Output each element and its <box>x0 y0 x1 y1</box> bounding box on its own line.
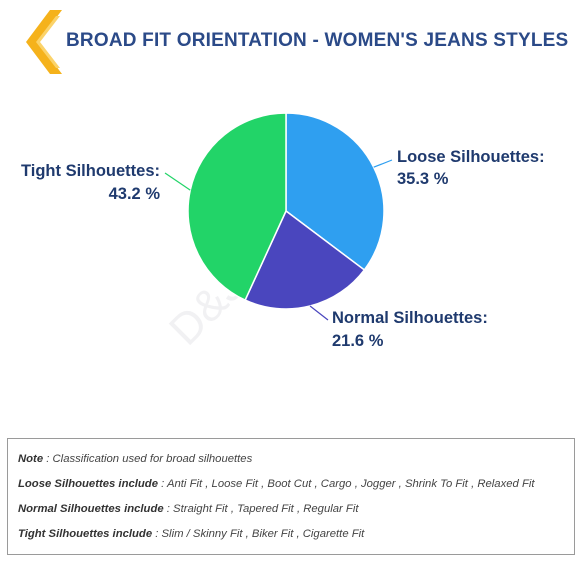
page-title: BROAD FIT ORIENTATION - WOMEN'S JEANS ST… <box>66 30 569 51</box>
note-line-0: Note : Classification used for broad sil… <box>18 453 253 465</box>
leader-line-tight <box>164 172 191 191</box>
leader-line-loose <box>373 159 393 168</box>
chevron-icon <box>26 10 62 74</box>
pie-slice-tight <box>187 112 287 302</box>
slice-value-tight: 43.2 % <box>109 185 161 203</box>
note-line-2: Normal Silhouettes include : Straight Fi… <box>18 503 359 515</box>
pie-chart: Loose Silhouettes: 35.3 % Normal Silhouett… <box>21 112 545 350</box>
slice-value-normal: 21.6 % <box>332 332 384 350</box>
slice-value-loose: 35.3 % <box>397 170 449 188</box>
slice-labels: Loose Silhouettes: 35.3 % Normal Silhouett… <box>21 148 545 350</box>
pie-slices <box>187 112 385 310</box>
note-box: Note : Classification used for broad sil… <box>7 438 575 555</box>
leader-lines <box>164 159 393 321</box>
note-line-3: Tight Silhouettes include : Slim / Skinn… <box>18 528 365 540</box>
slice-label-normal: Normal Silhouettes: <box>332 309 488 327</box>
title-bar: BROAD FIT ORIENTATION - WOMEN'S JEANS ST… <box>26 10 576 74</box>
leader-line-normal <box>309 305 329 321</box>
note-line-1: Loose Silhouettes include : Anti Fit , L… <box>18 478 535 490</box>
slice-label-tight: Tight Silhouettes: <box>21 162 160 180</box>
slice-label-loose: Loose Silhouettes: <box>397 148 545 166</box>
pie-slice-loose <box>285 112 385 271</box>
